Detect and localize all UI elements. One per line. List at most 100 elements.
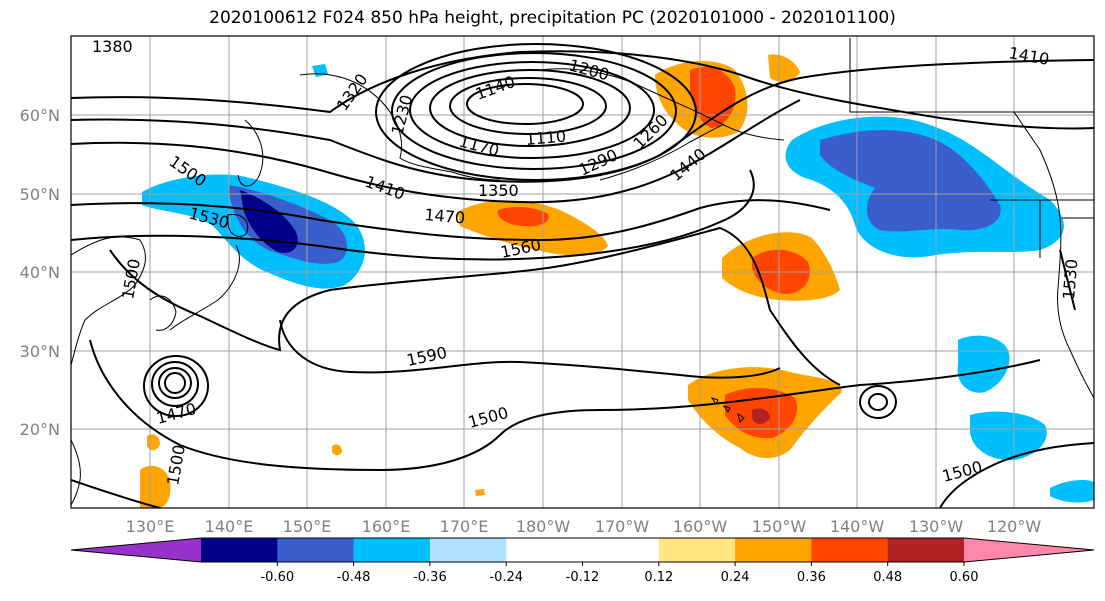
contour-line: [71, 50, 1094, 130]
colorbar-segment: [582, 538, 660, 562]
precip-positive-area: [768, 54, 800, 82]
lat-label: 60°N: [20, 106, 60, 125]
lon-label: 170°E: [440, 517, 489, 536]
lon-label: 130°E: [126, 517, 175, 536]
precip-positive-area: [475, 489, 485, 496]
coastlines: [71, 38, 1094, 506]
precip-positive-area: [690, 66, 736, 128]
colorbar-segment: [811, 538, 889, 562]
map-title: 2020100612 F024 850 hPa height, precipit…: [209, 8, 896, 28]
colorbar-segment: [506, 538, 583, 562]
contour-line: [391, 52, 677, 170]
coastline-philippines: [71, 439, 81, 506]
grid-lines: [71, 36, 1094, 508]
lat-label: 40°N: [20, 263, 60, 282]
colorbar-tick-label: -0.36: [413, 570, 447, 585]
contour-line: [939, 442, 1094, 508]
colorbar-outline: [70, 537, 1095, 563]
contour-label: 1530: [1059, 258, 1081, 300]
lat-label: 50°N: [20, 185, 60, 204]
lon-label: 130°W: [909, 517, 964, 536]
lon-label: 170°W: [595, 517, 650, 536]
precip-positive-area: [497, 206, 549, 227]
contour-line: [143, 355, 209, 417]
colorbar-tick-label: 0.36: [797, 570, 826, 585]
precip-negative-area: [240, 190, 298, 253]
border-us-canada: [990, 199, 1094, 258]
colorbar-tick-label: -0.24: [489, 570, 523, 585]
coastline-kamchatka: [237, 119, 264, 187]
map-frame: [70, 35, 1095, 509]
precip-negative-area: [820, 130, 1001, 232]
colorbar-segment: [429, 538, 507, 562]
lon-label: 160°W: [673, 517, 728, 536]
latitude-labels: 60°N 50°N 40°N 30°N 20°N: [20, 106, 60, 439]
colorbar-tick-label: -0.12: [566, 570, 600, 585]
contour-line: [409, 61, 655, 159]
colorbar-tick-label: 0.60: [950, 570, 979, 585]
lon-label: 140°W: [830, 517, 885, 536]
coastline-bering: [299, 73, 501, 181]
coastline-japan: [169, 244, 240, 331]
contour-line: [859, 385, 897, 419]
contour-label: 1470: [424, 205, 466, 227]
colorbar-segment: [887, 538, 965, 562]
colorbar-segment: [277, 538, 355, 562]
coastline-hokkaido: [227, 213, 249, 237]
contour-line: [164, 372, 186, 394]
height-contours: [71, 43, 1094, 508]
contour-line: [71, 169, 755, 261]
contour-line: [868, 393, 888, 411]
contour-label: 1380: [92, 37, 133, 56]
map-plot-area: 1380 1320 1140 1200 1410 1170 1110 1290 …: [71, 36, 1094, 508]
lon-label: 180°W: [516, 517, 571, 536]
contour-line: [429, 69, 631, 147]
colorbar: -0.60 -0.48 -0.36 -0.24 -0.12 0.12 0.24 0.36 0.4…: [70, 537, 1095, 585]
lon-label: 140°E: [205, 517, 254, 536]
contour-line: [449, 77, 607, 135]
coastline-alaska: [539, 68, 785, 141]
coastline-north-america: [849, 38, 1094, 399]
colorbar-tick-label: -0.48: [337, 570, 371, 585]
coastline-alaska-peninsula: [599, 123, 725, 181]
lat-label: 30°N: [20, 342, 60, 361]
contour-line: [158, 367, 192, 399]
colorbar-extend-high: [964, 538, 1094, 562]
contour-line: [89, 339, 1041, 472]
contour-line: [1059, 249, 1076, 311]
coastline-hawaii: [710, 397, 745, 423]
colorbar-tick-label: 0.48: [873, 570, 902, 585]
contour-line: [375, 43, 697, 181]
lon-label: 120°W: [987, 517, 1042, 536]
colorbar-segment: [735, 538, 812, 562]
contour-line: [109, 226, 841, 386]
lon-label: 150°W: [752, 517, 807, 536]
colorbar-extend-low: [71, 538, 201, 562]
contour-line: [151, 361, 199, 407]
lon-label: 150°E: [283, 517, 332, 536]
precip-negative-area: [957, 335, 1010, 393]
precip-positive-area: [458, 200, 608, 256]
contour-line: [71, 199, 831, 242]
colorbar-segment: [658, 538, 736, 562]
colorbar-tick-label: 0.12: [644, 570, 673, 585]
contour-line: [71, 99, 801, 204]
contour-labels: 1380 1320 1140 1200 1410 1170 1110 1290 …: [92, 37, 1082, 487]
precip-negative-shading: [142, 64, 1094, 503]
precip-positive-area: [752, 408, 770, 424]
longitude-labels: 130°E 140°E 150°E 160°E 170°E 180°W 170°…: [126, 517, 1042, 536]
contour-label: 1110: [525, 127, 567, 149]
colorbar-segment: [353, 538, 431, 562]
precip-positive-area: [140, 465, 171, 508]
contour-line: [279, 319, 781, 379]
contour-line: [71, 479, 161, 508]
precip-negative-area: [970, 411, 1047, 461]
precip-positive-area: [332, 444, 342, 456]
colorbar-tick-label: -0.60: [260, 570, 294, 585]
colorbar-segment: [201, 538, 278, 562]
contour-label: 1350: [478, 181, 519, 200]
colorbar-tick-label: 0.24: [721, 570, 750, 585]
contour-line: [466, 83, 584, 125]
lon-label: 160°E: [362, 517, 411, 536]
